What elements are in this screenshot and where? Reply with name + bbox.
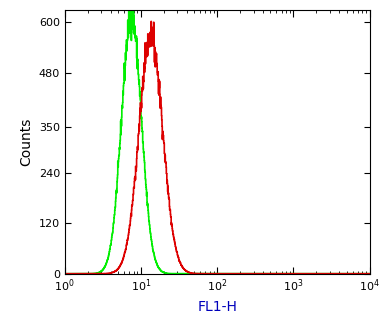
X-axis label: FL1-H: FL1-H <box>197 300 237 314</box>
Y-axis label: Counts: Counts <box>19 118 33 166</box>
